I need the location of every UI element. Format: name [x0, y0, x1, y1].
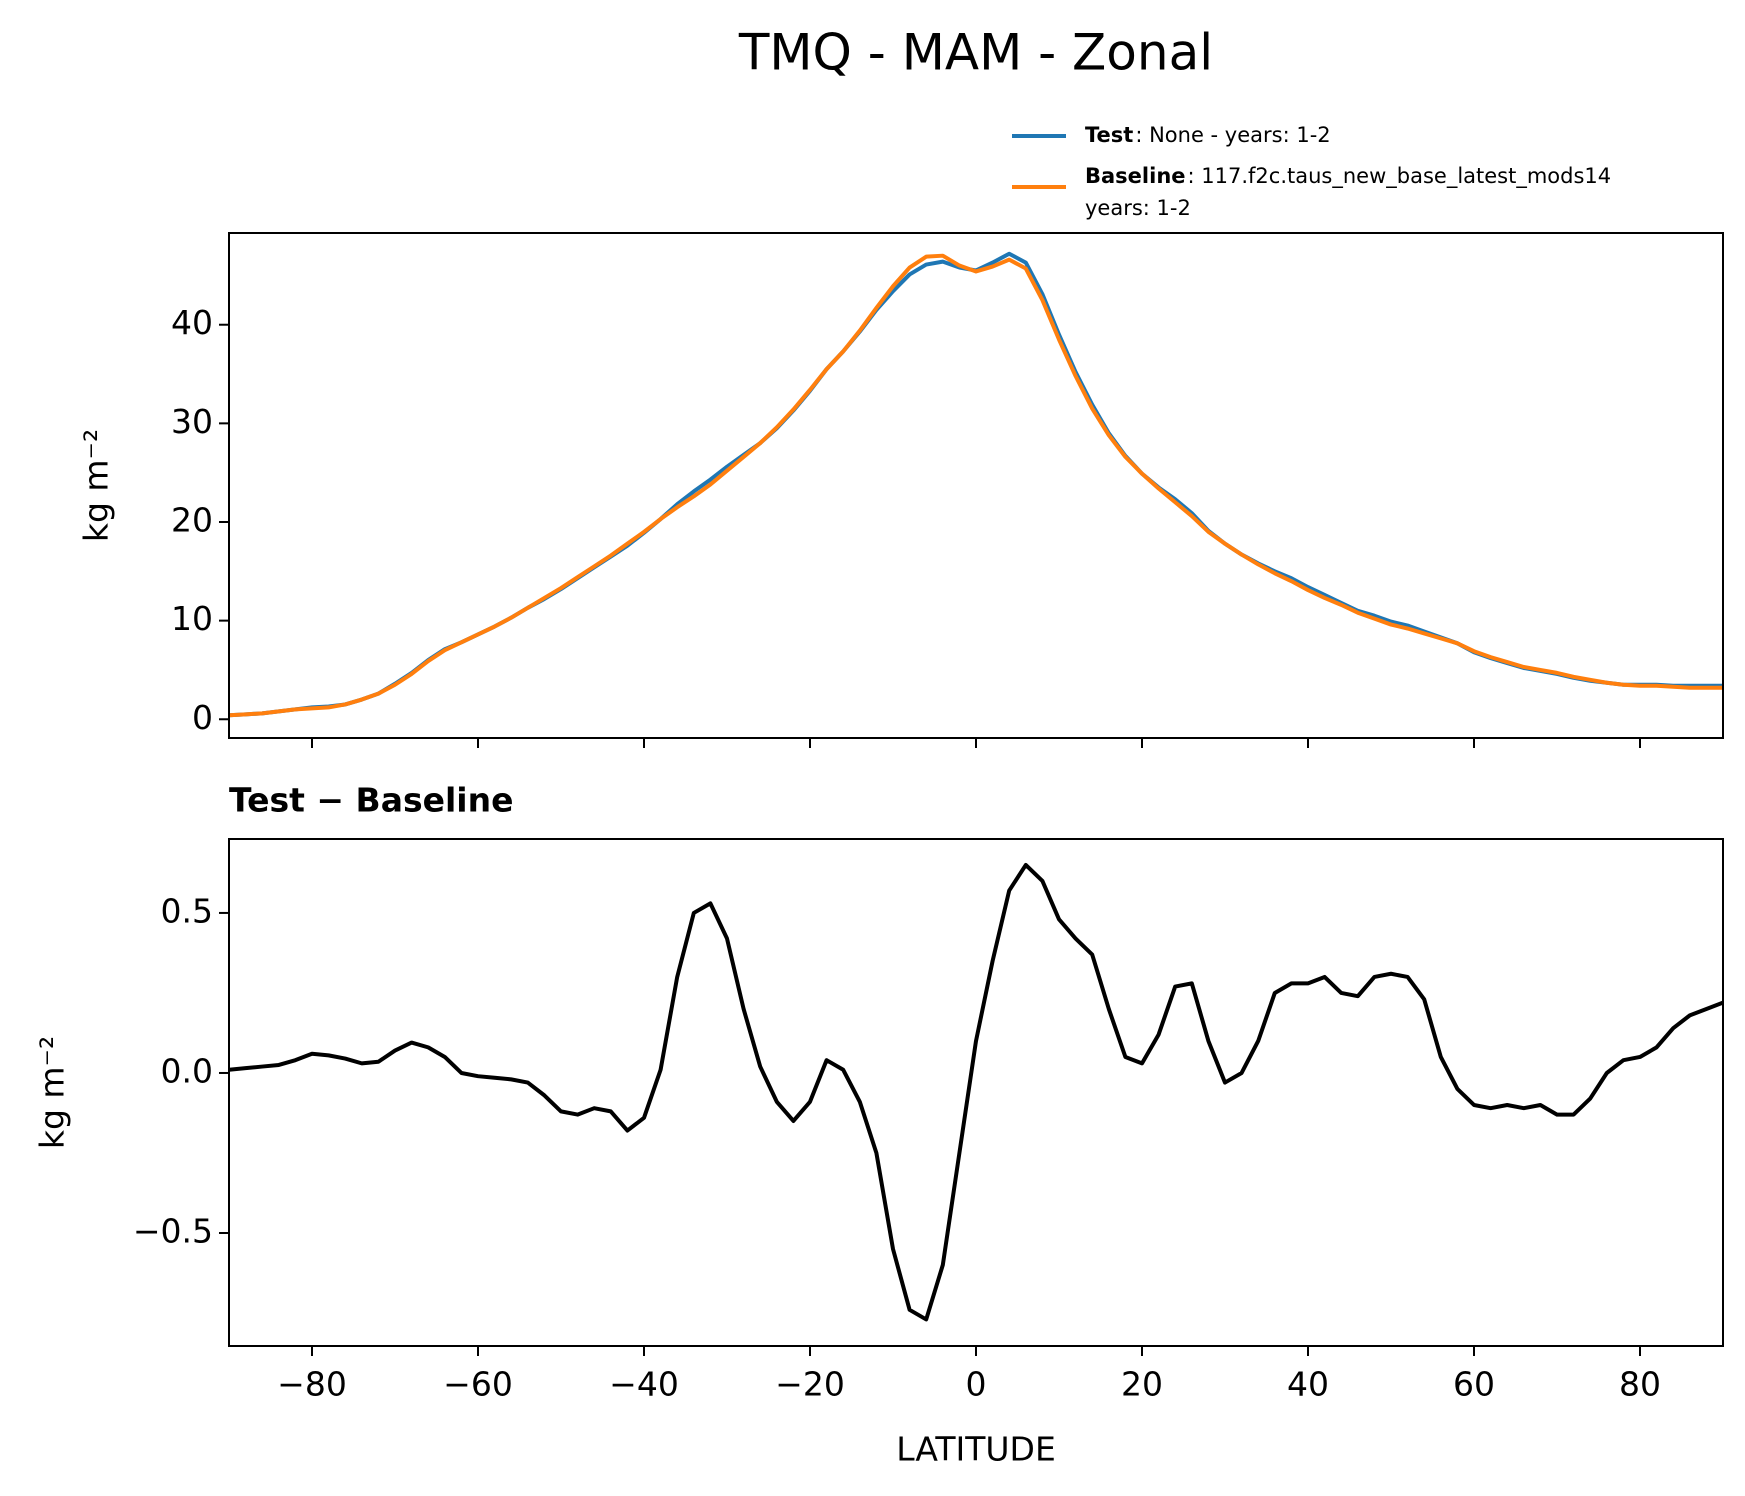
legend-text: years: 1-2: [1085, 196, 1191, 220]
y-tick-label: 10: [171, 599, 213, 638]
legend-text: : None - years: 1-2: [1135, 123, 1330, 147]
y-tick-label: 30: [171, 402, 213, 441]
y-tick-label: 0: [192, 698, 213, 737]
y-tick-label: −0.5: [133, 1212, 213, 1251]
subtitle: Test − Baseline: [229, 781, 514, 820]
y-tick-label: 0.5: [161, 891, 213, 930]
legend-name: Test: [1085, 123, 1133, 147]
x-tick-label: −80: [277, 1365, 347, 1404]
y-tick-label: 40: [171, 303, 213, 342]
x-tick-label: −20: [775, 1365, 845, 1404]
legend-text: : 117.f2c.taus_new_base_latest_mods14: [1188, 164, 1612, 189]
x-tick-label: 80: [1619, 1365, 1661, 1404]
y-tick-label: 20: [171, 500, 213, 539]
x-tick-label: 20: [1121, 1365, 1163, 1404]
y-tick-label: 0.0: [161, 1051, 213, 1090]
y-axis-label: kg m⁻²: [77, 429, 116, 542]
chart-title: TMQ - MAM - Zonal: [738, 24, 1213, 82]
x-tick-label: −60: [443, 1365, 513, 1404]
x-axis-label: LATITUDE: [896, 1430, 1056, 1469]
data-line: [229, 253, 1723, 718]
y-axis-label: kg m⁻²: [33, 1036, 72, 1149]
x-tick-label: 40: [1287, 1365, 1329, 1404]
legend-name: Baseline: [1085, 164, 1186, 188]
x-tick-label: 0: [966, 1365, 987, 1404]
data-line: [229, 862, 1723, 1322]
x-tick-label: −40: [609, 1365, 679, 1404]
axes-frame: [228, 838, 1724, 1347]
x-tick-label: 60: [1453, 1365, 1495, 1404]
